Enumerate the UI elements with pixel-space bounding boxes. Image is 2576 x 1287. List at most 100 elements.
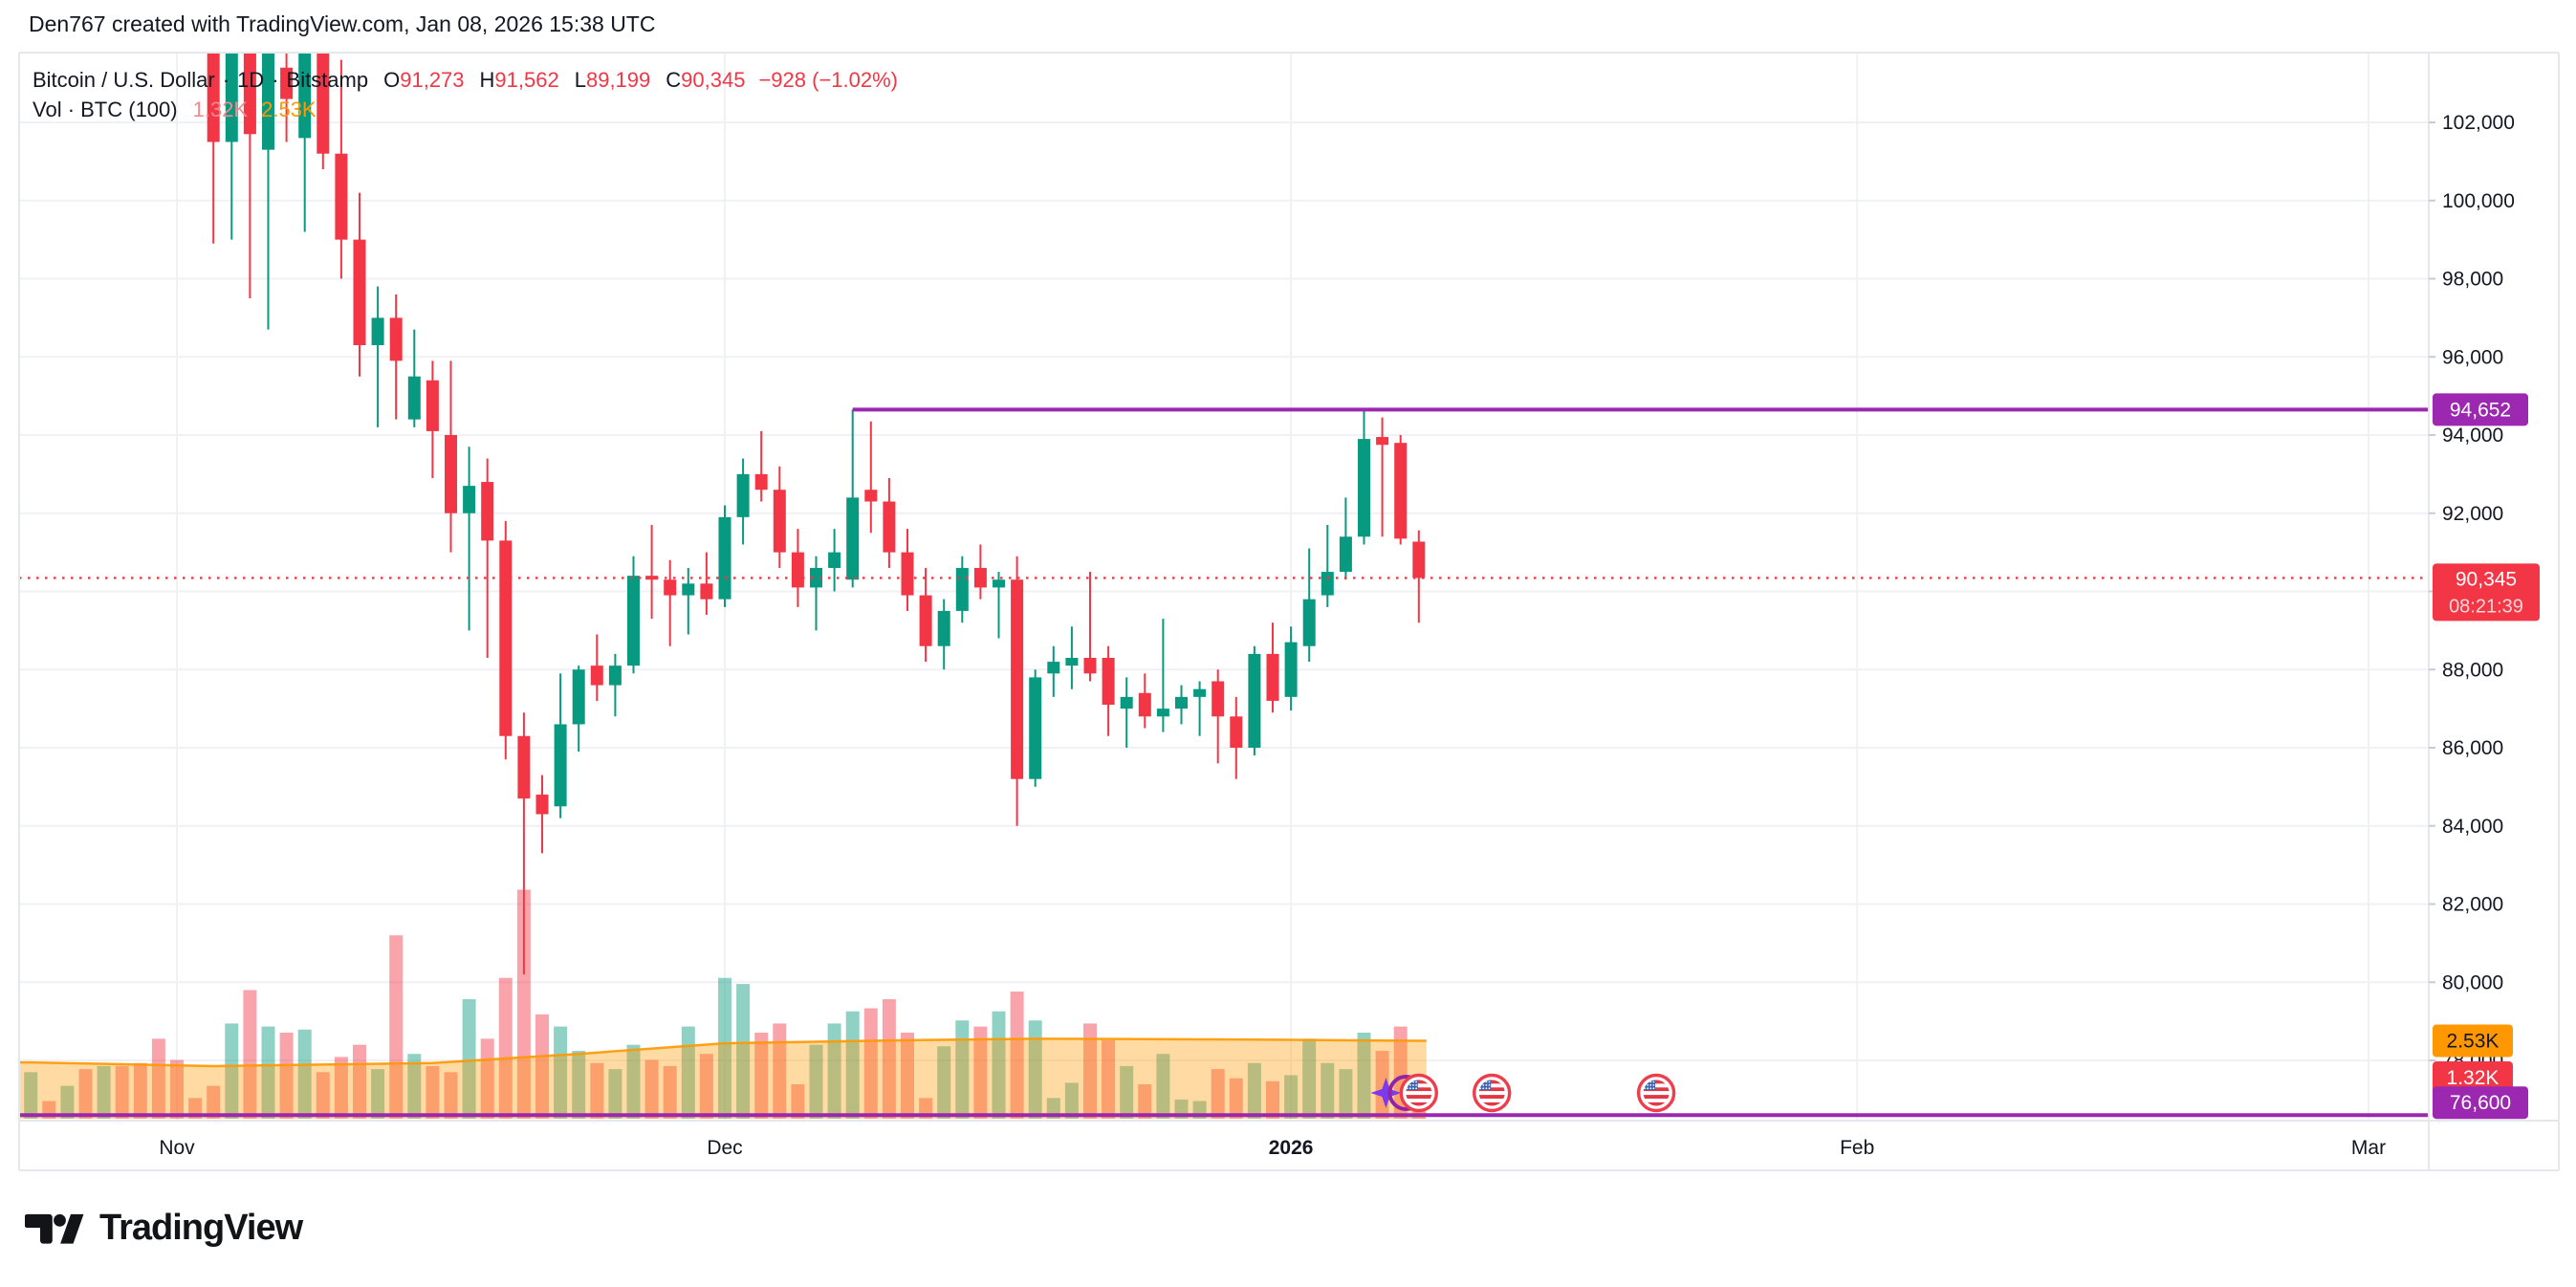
grid-lines xyxy=(19,53,2429,1121)
volume-indicator-label[interactable]: Vol · BTC (100) xyxy=(33,98,178,121)
us-flag-event-icon[interactable] xyxy=(1472,1073,1512,1113)
candle xyxy=(700,552,713,616)
volume-bar xyxy=(608,1069,622,1119)
candle xyxy=(828,529,841,592)
candle xyxy=(1339,497,1352,580)
candle xyxy=(389,294,403,420)
volume-bar xyxy=(462,998,476,1119)
candle xyxy=(754,430,768,502)
volume-bar xyxy=(60,1085,75,1119)
volume-ma-line xyxy=(19,1037,1427,1068)
volume-bar xyxy=(663,1065,677,1119)
volume-bar xyxy=(24,1072,38,1119)
symbol-name[interactable]: Bitcoin / U.S. Dollar xyxy=(33,68,215,92)
candle xyxy=(407,329,421,427)
candle xyxy=(1120,677,1133,748)
volume-bar xyxy=(863,1008,878,1119)
exchange-label[interactable]: Bitstamp xyxy=(286,68,369,92)
volume-bar xyxy=(827,1023,841,1119)
candle xyxy=(152,0,164,25)
candle xyxy=(864,421,878,534)
candle xyxy=(919,567,932,663)
volume-bar xyxy=(955,1020,970,1119)
candle xyxy=(1138,673,1151,729)
volume-bar xyxy=(133,1062,147,1119)
volume-bar xyxy=(316,1072,330,1119)
candle xyxy=(243,53,256,298)
volume-bar xyxy=(516,889,531,1119)
candle xyxy=(1047,645,1060,697)
candle xyxy=(335,59,348,279)
volume-bar xyxy=(1229,1078,1243,1119)
candle xyxy=(718,505,731,607)
time-axis[interactable]: Nov Dec 2026 Feb Mar xyxy=(159,1137,2386,1159)
candle xyxy=(1284,626,1298,711)
candle xyxy=(627,556,640,674)
time-tick-label: Nov xyxy=(159,1137,195,1159)
close-value: 90,345 xyxy=(681,68,746,92)
volume-bar xyxy=(407,1054,422,1119)
volume-bar xyxy=(334,1057,348,1119)
candle xyxy=(1011,556,1024,826)
volume-bar xyxy=(151,1038,165,1119)
volume-bar xyxy=(279,1032,294,1119)
volume-bar xyxy=(1357,1032,1371,1119)
sparkle-event-icon[interactable] xyxy=(1370,1078,1402,1108)
volume-bar xyxy=(1010,992,1024,1119)
us-flag-event-icon[interactable] xyxy=(1399,1073,1439,1113)
volume-legend-row[interactable]: Vol · BTC (100) 1.32K 2.53K xyxy=(33,95,898,124)
volume-bar xyxy=(791,1084,805,1119)
change-value: −928 (−1.02%) xyxy=(758,68,898,92)
candle xyxy=(1412,530,1426,623)
candle xyxy=(189,0,202,48)
candle xyxy=(207,53,220,244)
volume-bar xyxy=(115,1065,129,1119)
volume-bar xyxy=(1064,1082,1079,1119)
candle xyxy=(225,53,238,240)
volume-value: 1.32K xyxy=(192,98,249,121)
candle xyxy=(1175,685,1188,725)
us-flag-event-icon[interactable] xyxy=(1636,1073,1676,1113)
volume-bar xyxy=(973,1026,988,1119)
axis-badge: 76,600 xyxy=(2433,1086,2528,1120)
volume-bar xyxy=(389,935,404,1119)
volume-bar xyxy=(297,1029,312,1119)
legend-separator: · xyxy=(222,68,230,92)
volume-bar xyxy=(736,984,751,1119)
svg-text:2.53K: 2.53K xyxy=(2447,1031,2500,1053)
volume-bar xyxy=(243,990,257,1119)
volume-bar xyxy=(1339,1069,1353,1119)
candle xyxy=(736,458,750,545)
time-tick-label: Feb xyxy=(1840,1137,1874,1159)
close-label: C xyxy=(666,68,682,92)
price-tick-label: 100,000 xyxy=(2442,190,2515,212)
price-tick-label: 80,000 xyxy=(2442,971,2503,993)
candle xyxy=(973,544,987,600)
interval-label[interactable]: 1D xyxy=(237,68,265,92)
candle xyxy=(134,0,146,13)
price-tick-label: 86,000 xyxy=(2442,737,2503,759)
volume-bar xyxy=(644,1059,659,1119)
volume-bar xyxy=(626,1044,641,1119)
volume-bar xyxy=(754,1032,769,1119)
price-tick-label: 102,000 xyxy=(2442,112,2515,134)
event-markers xyxy=(1370,1073,1676,1113)
candle xyxy=(1156,619,1169,732)
volume-bar xyxy=(901,1032,914,1119)
svg-text:1.32K: 1.32K xyxy=(2447,1067,2500,1089)
price-levels xyxy=(19,407,2429,1118)
volume-bar xyxy=(1120,1065,1134,1119)
volume-bar xyxy=(572,1051,586,1119)
volume-bar xyxy=(845,1011,860,1119)
candle xyxy=(171,0,184,40)
volume-bar xyxy=(444,1072,458,1119)
price-tick-label: 92,000 xyxy=(2442,503,2503,525)
svg-text:76,600: 76,600 xyxy=(2450,1092,2511,1114)
volume-bar xyxy=(882,998,896,1119)
candle xyxy=(645,525,659,620)
tradingview-logo[interactable]: TradingView xyxy=(25,1203,303,1253)
time-tick-label: Dec xyxy=(707,1137,742,1159)
